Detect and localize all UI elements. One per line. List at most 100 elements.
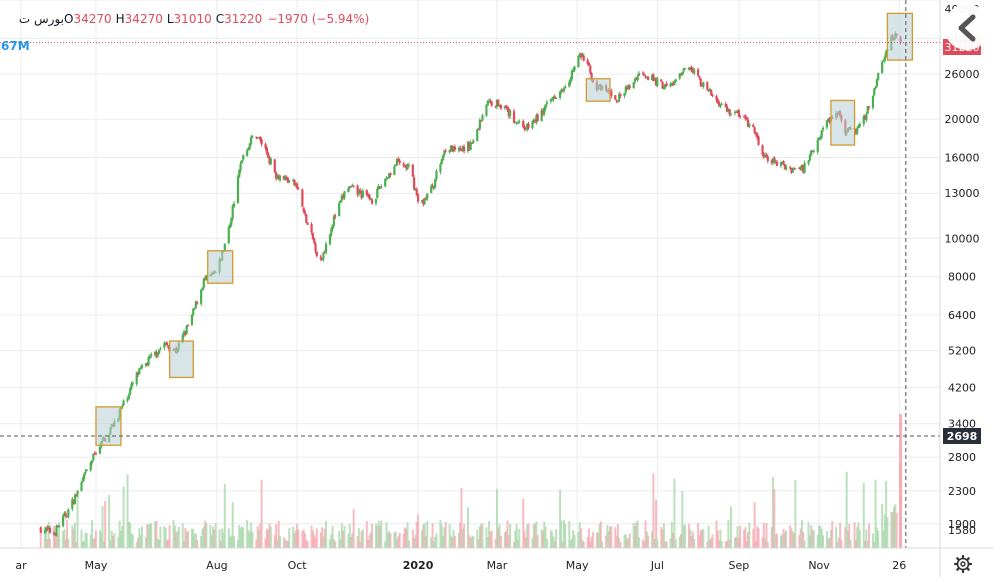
candle-body <box>328 234 332 245</box>
volume-bar <box>127 521 130 548</box>
volume-bar <box>681 491 684 548</box>
volume-bar <box>192 529 195 548</box>
volume-bar <box>112 536 115 548</box>
candle-body <box>636 76 639 81</box>
volume-bar <box>218 529 221 548</box>
volume-bar <box>306 541 309 548</box>
volume-bar <box>885 480 888 548</box>
grid <box>0 0 940 548</box>
candle-body <box>874 86 877 89</box>
candle-body <box>775 161 779 166</box>
volume-bar <box>352 509 355 548</box>
volume-bar <box>229 536 232 548</box>
volume-bar <box>610 526 613 548</box>
candle-body <box>877 73 880 80</box>
candle-body <box>230 217 233 225</box>
volume-bar <box>697 522 700 548</box>
candle-body <box>719 104 722 107</box>
highlight-box <box>830 99 856 146</box>
volume-bar <box>865 529 868 548</box>
collapse-button[interactable] <box>944 4 990 50</box>
volume-bar <box>359 541 362 548</box>
candle-body <box>508 110 512 117</box>
candle-body <box>319 256 322 259</box>
volume-bar <box>340 523 343 548</box>
candle-body <box>720 103 723 105</box>
candle-body <box>284 177 287 181</box>
volume-bar <box>527 523 530 548</box>
candle-body <box>323 251 326 253</box>
candle-body <box>441 155 445 161</box>
volume-bar <box>184 528 187 548</box>
volume-bar <box>641 539 644 548</box>
candle-body <box>384 179 387 187</box>
volume-bar <box>497 527 500 548</box>
candle-body <box>789 167 792 169</box>
candle-body <box>288 180 291 182</box>
volume-bar <box>108 495 111 548</box>
candle-body <box>98 446 102 454</box>
volume-bar <box>670 521 673 548</box>
volume-bar <box>616 524 619 548</box>
candle-body <box>89 462 92 471</box>
candle-body <box>764 155 767 158</box>
candle-body <box>361 190 364 198</box>
volume-bar <box>522 498 525 548</box>
candle-body <box>43 531 46 533</box>
volume-bar <box>773 489 776 548</box>
candle-body <box>139 367 142 369</box>
candle-body <box>296 183 299 189</box>
volume-bar <box>209 524 212 548</box>
volume-bar <box>431 523 434 548</box>
volume-bar <box>81 541 84 548</box>
candle-body <box>572 70 575 72</box>
candle-body <box>808 155 811 161</box>
highlight-boxes <box>95 12 914 446</box>
volume-bar <box>181 523 184 548</box>
volume-bar <box>506 520 509 548</box>
candle-body <box>673 81 676 85</box>
volume-bar <box>570 538 573 548</box>
candle-body <box>274 172 278 179</box>
volume-bar <box>756 526 759 548</box>
candle-body <box>452 146 455 151</box>
volume-bar <box>591 531 594 548</box>
candle-body <box>459 147 462 149</box>
volume-bar <box>894 504 897 548</box>
volume-bar <box>765 523 768 548</box>
volume-bar <box>868 523 871 548</box>
volume-bar <box>239 528 242 548</box>
volume-bar <box>421 530 424 548</box>
candle-body <box>231 205 234 219</box>
volume-bar <box>293 533 296 548</box>
volume-bar <box>590 536 593 548</box>
candle-body <box>536 114 539 121</box>
volume-bar <box>449 535 452 548</box>
settings-button[interactable] <box>953 554 973 574</box>
volume-bar <box>135 541 138 548</box>
volume-bar <box>661 529 664 548</box>
candle-body <box>92 453 95 460</box>
volume-bar <box>130 533 133 548</box>
candle-body <box>792 168 796 170</box>
volume-bar <box>240 526 243 548</box>
volume-bar <box>58 522 61 548</box>
candle-body <box>708 89 712 91</box>
candle-body <box>403 164 407 166</box>
volume-bar <box>560 520 563 548</box>
volume-bar <box>819 526 822 548</box>
candle-body <box>552 96 555 100</box>
volume-bar <box>357 528 360 548</box>
volume-bar <box>159 526 162 548</box>
candle-body <box>448 150 451 153</box>
volume-bar <box>109 540 112 548</box>
volume-bar <box>185 531 188 548</box>
volume-bar <box>84 532 87 548</box>
candle-body <box>727 109 730 112</box>
candle-body <box>93 453 96 455</box>
volume-bar <box>875 527 878 548</box>
candle-body <box>707 89 710 91</box>
candle-body <box>443 150 446 156</box>
